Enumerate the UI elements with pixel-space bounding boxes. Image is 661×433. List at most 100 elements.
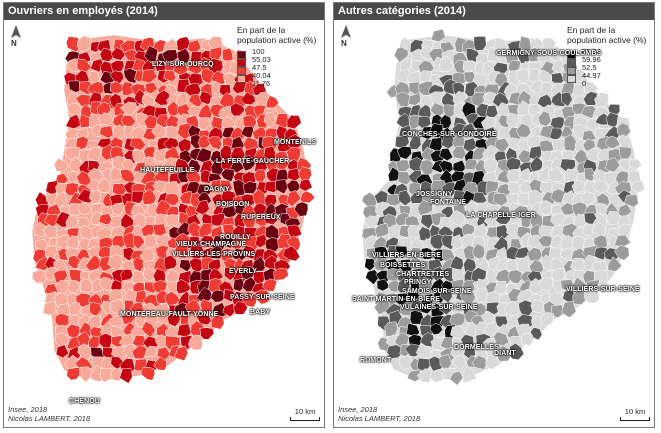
commune-cell — [144, 345, 158, 358]
commune-cell — [44, 214, 61, 228]
source-credit: Insee, 2018 Nicolas LAMBERT, 2018 — [8, 405, 91, 423]
commune-cell — [210, 289, 225, 303]
commune-cell — [129, 302, 145, 316]
legend-swatch-3 — [567, 67, 576, 75]
commune-cell — [176, 48, 191, 64]
commune-cell — [551, 58, 565, 74]
commune-cell — [418, 276, 434, 294]
commune-cell — [529, 155, 543, 173]
commune-cell — [196, 311, 212, 326]
commune-cell — [483, 321, 498, 338]
commune-cell — [438, 148, 454, 161]
commune-cell — [584, 168, 597, 182]
commune-cell — [77, 201, 93, 216]
legend-swatch-3 — [237, 67, 246, 75]
commune-cell — [430, 28, 446, 43]
commune-cell — [87, 168, 105, 182]
commune-cell — [530, 298, 545, 314]
commune-cell — [119, 367, 133, 384]
commune-cell — [99, 276, 115, 292]
commune-cell — [264, 212, 278, 225]
commune-cell — [594, 91, 609, 108]
commune-cell — [583, 286, 600, 304]
place-label: EVERLY — [229, 268, 257, 275]
commune-cell — [144, 45, 158, 63]
commune-cell — [429, 323, 444, 336]
commune-cell — [32, 221, 47, 237]
commune-cell — [529, 80, 544, 94]
place-label: SAMOIS-SUR-SEINE — [402, 288, 472, 295]
commune-cell — [398, 355, 412, 370]
commune-cell — [473, 36, 487, 51]
commune-cell — [286, 190, 302, 207]
commune-cell — [507, 269, 523, 284]
place-label: CONCHES-SUR-GONDOIRE — [402, 131, 497, 138]
place-label: PRINGY — [404, 279, 432, 286]
panel-title: Autres catégories (2014) — [334, 3, 654, 20]
commune-cell — [232, 278, 246, 292]
commune-cell — [141, 69, 158, 84]
place-label: CHENOU — [69, 398, 100, 405]
commune-cell — [605, 135, 621, 149]
commune-cell — [75, 135, 90, 151]
commune-cell — [163, 69, 177, 82]
commune-cell — [76, 188, 94, 204]
commune-cell — [398, 189, 413, 207]
commune-cell — [407, 225, 422, 239]
commune-cell — [144, 82, 159, 95]
commune-cell — [515, 122, 532, 138]
legend-break: 88.24 — [582, 47, 601, 56]
commune-cell — [98, 213, 114, 226]
commune-cell — [452, 146, 467, 160]
commune-cell — [79, 278, 94, 293]
commune-cell — [298, 178, 313, 192]
commune-cell — [220, 168, 235, 183]
commune-cell — [487, 255, 501, 272]
commune-cell — [188, 334, 203, 351]
commune-cell — [110, 356, 126, 371]
commune-cell — [85, 254, 103, 272]
commune-cell — [613, 244, 630, 261]
commune-cell — [254, 91, 270, 106]
commune-cell — [222, 302, 236, 318]
legend-break: 55.03 — [252, 55, 271, 64]
commune-cell — [174, 345, 189, 362]
commune-cell — [495, 345, 513, 362]
north-arrow-icon: N — [9, 25, 23, 51]
commune-cell — [299, 190, 316, 203]
legend-break: 59.96 — [582, 55, 601, 64]
commune-cell — [387, 166, 402, 182]
commune-cell — [429, 368, 447, 383]
commune-cell — [77, 343, 92, 361]
commune-cell — [585, 147, 601, 163]
commune-cell — [161, 157, 179, 174]
commune-cell — [364, 258, 376, 272]
commune-cell — [99, 47, 115, 62]
commune-cell — [109, 298, 126, 315]
place-label: VIEUX-CHAMPAGNE — [176, 241, 247, 248]
commune-cell — [275, 113, 290, 129]
commune-cell — [99, 125, 114, 139]
commune-cell — [242, 154, 256, 172]
legend-swatch-1 — [237, 51, 246, 59]
commune-cell — [475, 288, 489, 303]
commune-cell — [374, 223, 391, 238]
commune-cell — [548, 166, 565, 182]
place-label: JOSSIGNY — [416, 191, 453, 198]
commune-cell — [498, 126, 513, 140]
commune-cell — [209, 46, 223, 62]
legend-title: En part de la population active (%) — [237, 25, 317, 45]
commune-cell — [593, 246, 608, 261]
commune-cell — [88, 189, 102, 204]
commune-cell — [623, 194, 639, 208]
place-label: MONTEREAU-FAULT-YONNE — [120, 311, 219, 318]
place-label: ROUILLY — [220, 234, 251, 241]
source-credit: Insee, 2018 Nicolas LAMBERT, 2018 — [338, 405, 421, 423]
place-label: BABY — [250, 309, 271, 316]
commune-cell — [552, 138, 567, 153]
place-label: VULAINES-SUR-SEINE — [400, 304, 478, 311]
map-legend: En part de la population active (%) 88.2… — [567, 25, 657, 88]
commune-cell — [388, 224, 401, 240]
commune-cell — [583, 91, 598, 106]
commune-cell — [607, 256, 623, 272]
